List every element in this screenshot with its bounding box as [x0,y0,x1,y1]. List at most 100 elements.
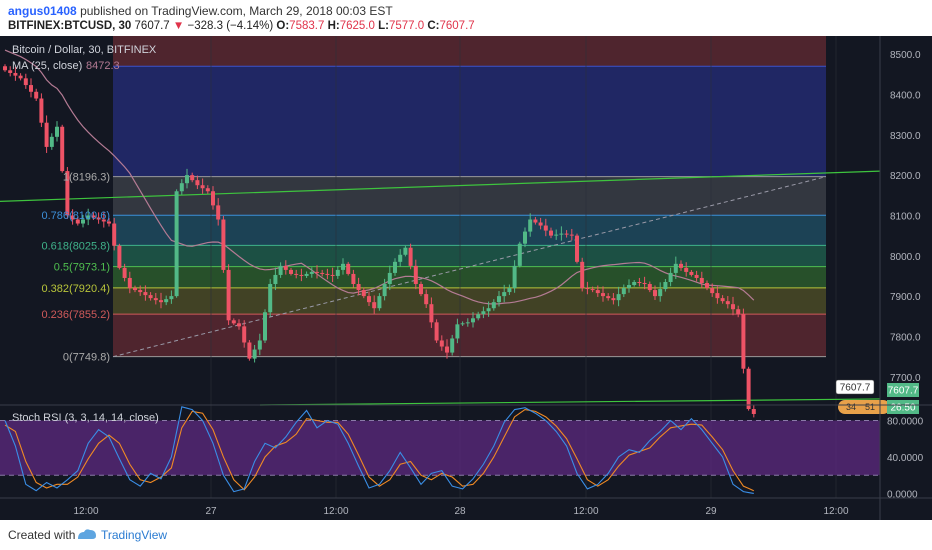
candle-body [320,272,325,274]
close-label: C: [427,20,440,32]
candle-body [8,70,13,73]
candle-body [705,283,709,289]
fib-label-1: 0.786(8100.6) [42,210,111,222]
candle-body [606,296,611,299]
change-value: −328.3 (−4.14%) [187,20,274,32]
fib-zone-2 [113,176,826,216]
trading-chart[interactable]: 1(8196.3) 0.786(8100.6) 0.618(8025.8) 0.5(7… [0,36,932,520]
price-tick-4: 8100.0 [890,211,921,222]
mini-tag-2: 51 [865,402,875,412]
candle-body [34,91,39,99]
fib-label-5: 0.236(7855.2) [42,309,111,321]
fib-zone-7 [113,314,826,357]
candle-body [200,185,205,189]
fib-zone-1 [113,66,826,177]
candle-body [601,293,605,297]
fib-label-2: 0.618(8025.8) [42,240,111,252]
last-price: 7607.7 [134,20,170,32]
price-tick-2: 8300.0 [890,131,921,142]
candle-body [70,215,75,220]
price-tick-3: 8200.0 [890,171,921,182]
price-axis-last-tag [887,383,919,397]
last-price-tag [835,379,875,395]
candle-body [445,346,449,353]
candle-body [23,78,28,86]
candle-body [627,285,631,289]
time-tick-2: 12:00 [323,506,348,517]
candle-body [668,272,673,282]
candle-body [164,299,169,303]
rsi-tick-2: 0.0000 [887,489,918,500]
price-axis-last-text: 7607.7 [888,386,919,397]
price-tick-8: 7700.0 [890,373,921,384]
candle-body [247,342,252,359]
candle-body [169,296,174,300]
stoch-rsi-pane: 80.0000 40.0000 0.0000 [0,406,924,500]
candle-body [263,312,267,341]
candle-body [595,290,600,294]
tradingview-link[interactable]: TradingView [101,528,168,542]
tradingview-logo-icon[interactable] [76,527,98,543]
candle-body [211,191,215,206]
candle-body [96,217,101,220]
candle-body [575,235,579,262]
candle-body [133,288,137,291]
candle-body [486,308,491,312]
mini-tags-bg [838,400,890,414]
candle-body [372,302,377,309]
candle-body [330,274,335,276]
candle-body [39,98,44,123]
candle-body [413,265,418,285]
candle-body [257,340,262,350]
high-label: H: [327,20,340,32]
candle-body [538,222,543,226]
low-value: 7577.0 [388,20,425,32]
candle-body [679,263,683,268]
candle-body [309,271,314,274]
candle-body [429,304,434,323]
candle-body [112,223,117,246]
candle-body [471,318,475,323]
candle-body [294,273,299,275]
candle-body [543,225,548,231]
candles [3,64,756,418]
time-axis[interactable]: 12:00 27 12:00 28 12:00 29 12:00 [73,506,848,517]
rsi-title: Stoch RSI (3, 3, 14, 14, close) [12,412,159,424]
candle-body [60,126,65,172]
published-text: published on TradingView.com, March 29, … [80,4,393,18]
price-axis[interactable]: 8500.0 8400.0 8300.0 8200.0 8100.0 8000.0 7900… [881,36,932,498]
countdown-tag [887,400,919,414]
candle-body [476,314,481,319]
candle-body [751,409,756,414]
time-tick-3: 28 [454,506,466,517]
candle-body [75,219,80,224]
candle-body [517,243,522,266]
candle-body [351,273,356,285]
candle-body [283,265,288,270]
candle-body [481,311,486,315]
author-link[interactable]: angus01408 [8,4,77,18]
candle-body [179,183,184,192]
candle-body [367,296,371,303]
candle-body [585,288,590,290]
candle-body [398,254,403,262]
candle-body [299,274,304,276]
candle-body [65,171,70,216]
candle-body [81,219,85,224]
candle-body [715,293,720,299]
candle-body [393,261,397,273]
price-tick-0: 8500.0 [890,50,921,61]
candle-body [185,175,189,184]
candle-body [138,290,143,293]
rsi-band [0,420,880,476]
candle-body [221,219,226,270]
fib-zone-4 [113,245,826,267]
fibonacci-retracement[interactable] [113,36,826,358]
candle-body [637,282,642,284]
fib-zone-0 [113,36,826,67]
candle-body [528,219,533,232]
trend-lines[interactable] [0,170,881,406]
fib-label-6: 0(7749.8) [63,352,110,364]
candle-body [237,323,241,327]
candle-body [143,292,148,296]
